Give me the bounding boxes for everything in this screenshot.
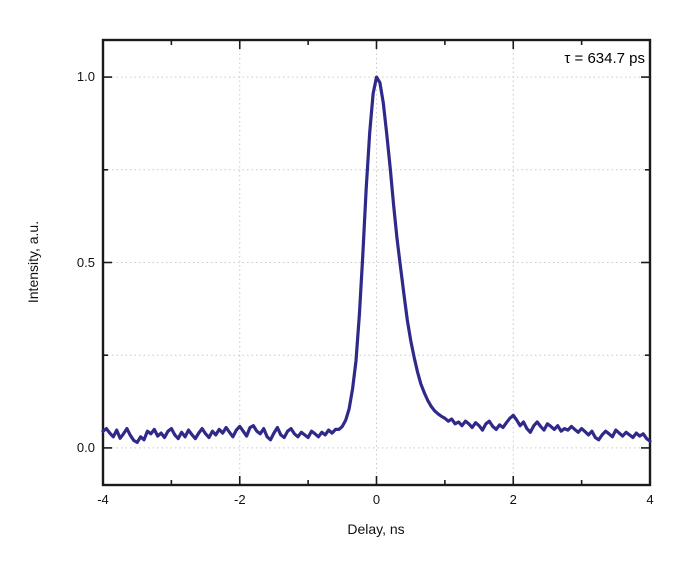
x-tick-label: -4 — [97, 492, 109, 507]
y-tick-label: 0.5 — [76, 255, 95, 270]
x-tick-label: -2 — [234, 492, 246, 507]
tau-annotation: τ = 634.7 ps — [564, 50, 645, 67]
x-axis-title: Delay, ns — [347, 521, 405, 537]
y-axis-title: Intensity, a.u. — [25, 220, 41, 304]
x-tick-label: 4 — [646, 492, 654, 507]
data-trace — [101, 75, 652, 444]
y-tick-label: 1.0 — [76, 69, 95, 84]
y-tick-label: 0.0 — [76, 440, 95, 455]
plot-border — [101, 38, 652, 487]
x-tick-label: 0 — [372, 492, 381, 507]
x-tick-label: 2 — [509, 492, 517, 507]
